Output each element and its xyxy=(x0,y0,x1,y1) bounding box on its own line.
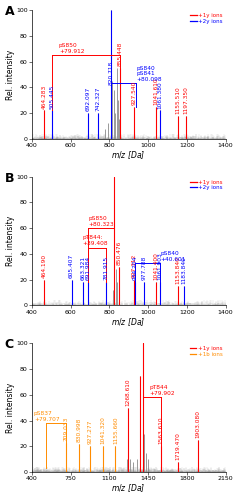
Text: 830.998: 830.998 xyxy=(77,418,82,442)
Text: 855.448: 855.448 xyxy=(117,42,122,66)
Text: 1155.510: 1155.510 xyxy=(176,86,181,114)
Text: 464.283: 464.283 xyxy=(42,84,47,108)
Text: 977.788: 977.788 xyxy=(141,256,146,280)
X-axis label: $m/z$ [Da]: $m/z$ [Da] xyxy=(111,482,146,494)
Text: 1061.903: 1061.903 xyxy=(158,252,163,280)
Text: 820.718: 820.718 xyxy=(108,61,113,86)
Text: C: C xyxy=(5,338,14,351)
Text: 742.327: 742.327 xyxy=(96,87,101,111)
Legend: +1y ions, +2y ions: +1y ions, +2y ions xyxy=(188,178,225,192)
Text: 692.097: 692.097 xyxy=(86,87,91,111)
Text: 691.984: 691.984 xyxy=(86,256,91,280)
Text: 1041.320: 1041.320 xyxy=(100,416,105,444)
Text: 1041.400: 1041.400 xyxy=(154,252,159,280)
Text: 1041.610: 1041.610 xyxy=(154,77,159,104)
Text: pS840
pS841
+80.098: pS840 pS841 +80.098 xyxy=(136,66,162,82)
Text: B: B xyxy=(5,172,14,184)
Y-axis label: Rel. intensity: Rel. intensity xyxy=(5,216,15,266)
Text: pT844
+79.902: pT844 +79.902 xyxy=(149,386,175,396)
Text: 709.033: 709.033 xyxy=(64,416,68,440)
Text: 781.915: 781.915 xyxy=(103,256,108,280)
Text: 850.476: 850.476 xyxy=(116,240,121,265)
Text: 1903.080: 1903.080 xyxy=(196,410,201,438)
Text: 1268.610: 1268.610 xyxy=(125,378,130,406)
Text: 934.204: 934.204 xyxy=(133,256,138,280)
Text: A: A xyxy=(5,5,14,18)
Text: 1563.610: 1563.610 xyxy=(158,417,163,444)
Text: 605.407: 605.407 xyxy=(69,254,74,278)
Text: 505.445: 505.445 xyxy=(50,84,55,108)
Text: pS850
+79.912: pS850 +79.912 xyxy=(59,43,84,54)
Text: 1183.840: 1183.840 xyxy=(181,256,186,284)
Text: pS850
+80.323: pS850 +80.323 xyxy=(88,216,114,227)
Text: 1719.470: 1719.470 xyxy=(175,432,180,460)
Y-axis label: Rel. intensity: Rel. intensity xyxy=(5,382,15,433)
Legend: +1y ions, +1b ions: +1y ions, +1b ions xyxy=(188,344,225,360)
X-axis label: $m/z$ [Da]: $m/z$ [Da] xyxy=(111,316,146,328)
Y-axis label: Rel. intensity: Rel. intensity xyxy=(5,50,15,100)
Text: 927.312: 927.312 xyxy=(131,254,136,278)
Text: 1061.380: 1061.380 xyxy=(158,81,163,108)
Text: 1197.350: 1197.350 xyxy=(184,86,189,114)
Text: pS840
+40.601: pS840 +40.601 xyxy=(160,251,186,262)
Legend: +1y ions, +2y ions: +1y ions, +2y ions xyxy=(188,10,225,26)
Text: 927.540: 927.540 xyxy=(131,80,136,104)
X-axis label: $m/z$ [Da]: $m/z$ [Da] xyxy=(111,150,146,161)
Text: 927.277: 927.277 xyxy=(88,420,93,444)
Text: pT844:
+39.408: pT844: +39.408 xyxy=(82,236,108,246)
Text: 464.190: 464.190 xyxy=(42,254,47,278)
Text: pS837
+79.707: pS837 +79.707 xyxy=(34,411,60,422)
Text: 1155.660: 1155.660 xyxy=(113,417,118,444)
Text: 1153.840: 1153.840 xyxy=(175,256,180,284)
Text: 663.321: 663.321 xyxy=(80,256,85,280)
